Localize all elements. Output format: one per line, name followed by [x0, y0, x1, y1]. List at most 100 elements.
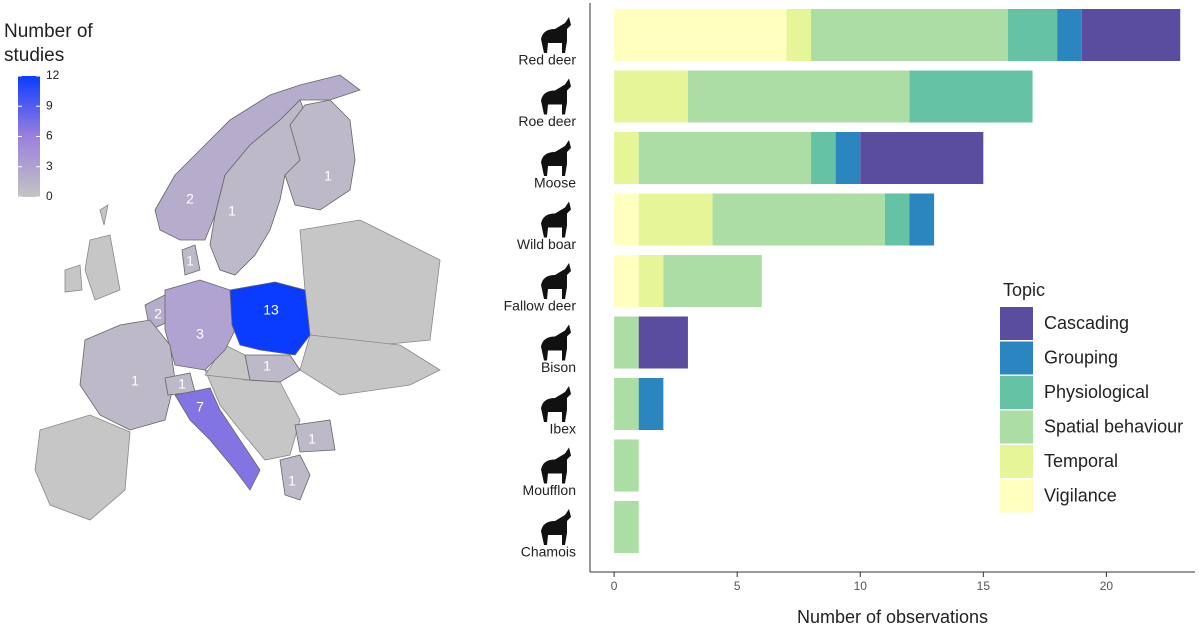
- colorbar-label: 12: [46, 68, 60, 82]
- land: [84, 234, 121, 301]
- bar-segment: [614, 70, 688, 123]
- bar-segment: [638, 255, 664, 307]
- bar-segment: [638, 132, 812, 184]
- country-label: 1: [131, 373, 139, 389]
- country: [284, 99, 356, 211]
- land: [99, 204, 109, 226]
- bar-segment: [638, 316, 688, 369]
- bar-segment: [909, 70, 1033, 123]
- animal-icon: [541, 447, 571, 484]
- legend-key: [1000, 479, 1033, 513]
- x-axis-title: Number of observations: [797, 607, 988, 627]
- colorbar-label: 0: [46, 189, 53, 203]
- legend-label: Spatial behaviour: [1044, 416, 1183, 436]
- bar-segment: [712, 193, 885, 246]
- country: [244, 354, 301, 383]
- animal-icon: [541, 509, 571, 545]
- country-label: 1: [178, 376, 186, 392]
- colorbar-label: 9: [46, 98, 53, 112]
- animal-icon: [541, 263, 571, 299]
- country: [181, 244, 201, 276]
- category-label: Bison: [541, 359, 576, 375]
- x-tick-label: 10: [854, 579, 868, 593]
- map-title: Number of studies: [4, 21, 93, 66]
- colorbar: [18, 76, 40, 197]
- bar-segment: [1007, 9, 1058, 61]
- country-label: 1: [324, 168, 332, 184]
- map-background: [34, 204, 441, 521]
- category-label: Chamois: [521, 544, 576, 560]
- animal-icon: [541, 78, 571, 115]
- country: [229, 281, 311, 356]
- bar-segment: [1057, 9, 1082, 61]
- land: [64, 264, 83, 293]
- land: [34, 414, 131, 521]
- country: [154, 74, 361, 241]
- legend-key: [1000, 307, 1033, 340]
- bar-segment: [811, 9, 1008, 61]
- category-label: Fallow deer: [504, 298, 577, 314]
- bar-segment: [909, 193, 935, 246]
- category-label: Moufflon: [523, 482, 576, 498]
- bar-segment: [614, 193, 639, 246]
- colorbar-label: 6: [46, 129, 53, 143]
- land: [299, 219, 441, 346]
- category-label: Roe deer: [518, 113, 576, 129]
- bar-segment: [614, 439, 639, 492]
- bar-segment: [638, 193, 713, 246]
- bar-segment: [614, 316, 639, 369]
- bar-segment: [614, 501, 639, 553]
- country-label: 7: [196, 399, 204, 415]
- bar-segment: [811, 132, 836, 184]
- bar-segment: [614, 378, 639, 430]
- bar-segment: [638, 378, 664, 430]
- legend-label: Temporal: [1044, 451, 1118, 471]
- legend-label: Physiological: [1044, 382, 1149, 402]
- bar-segment: [614, 255, 639, 307]
- x-tick-label: 20: [1100, 579, 1114, 593]
- animal-icon: [541, 386, 571, 422]
- legend-key: [1000, 376, 1033, 409]
- category-label: Wild boar: [517, 236, 576, 252]
- animal-icon: [541, 140, 571, 176]
- bar-segment: [1081, 9, 1181, 61]
- country: [279, 454, 311, 501]
- legend-label: Grouping: [1044, 347, 1118, 367]
- category-label: Moose: [534, 175, 576, 191]
- legend-key: [1000, 410, 1033, 444]
- legend-label: Vigilance: [1044, 485, 1117, 505]
- colorbar-label: 3: [46, 159, 53, 173]
- animal-icon: [541, 17, 571, 53]
- country-label: 13: [263, 302, 279, 318]
- bar-segment: [614, 9, 787, 61]
- legend-key: [1000, 341, 1033, 375]
- bar-segment: [687, 70, 910, 123]
- bar-segment: [614, 132, 639, 184]
- category-label: Red deer: [518, 52, 576, 68]
- x-tick-label: 0: [611, 579, 618, 593]
- legend-title: Topic: [1003, 280, 1045, 300]
- animal-icon: [541, 201, 571, 238]
- animal-icon: [541, 324, 571, 361]
- country-label: 1: [228, 203, 236, 219]
- country-label: 3: [196, 326, 204, 342]
- country-label: 1: [186, 253, 194, 269]
- country: [294, 419, 336, 453]
- bar-segment: [860, 132, 984, 184]
- category-label: Ibex: [550, 421, 576, 437]
- bar-segment: [663, 255, 762, 307]
- x-tick-label: 5: [734, 579, 741, 593]
- x-tick-label: 15: [977, 579, 991, 593]
- country: [79, 319, 176, 431]
- bar-segment: [884, 193, 910, 246]
- bar-segment: [786, 9, 812, 61]
- country-label: 2: [154, 306, 162, 322]
- country-label: 1: [288, 473, 296, 489]
- country-label: 2: [186, 191, 194, 207]
- land: [299, 334, 441, 396]
- country: [174, 387, 261, 491]
- country: [164, 279, 236, 371]
- country-label: 1: [263, 358, 271, 374]
